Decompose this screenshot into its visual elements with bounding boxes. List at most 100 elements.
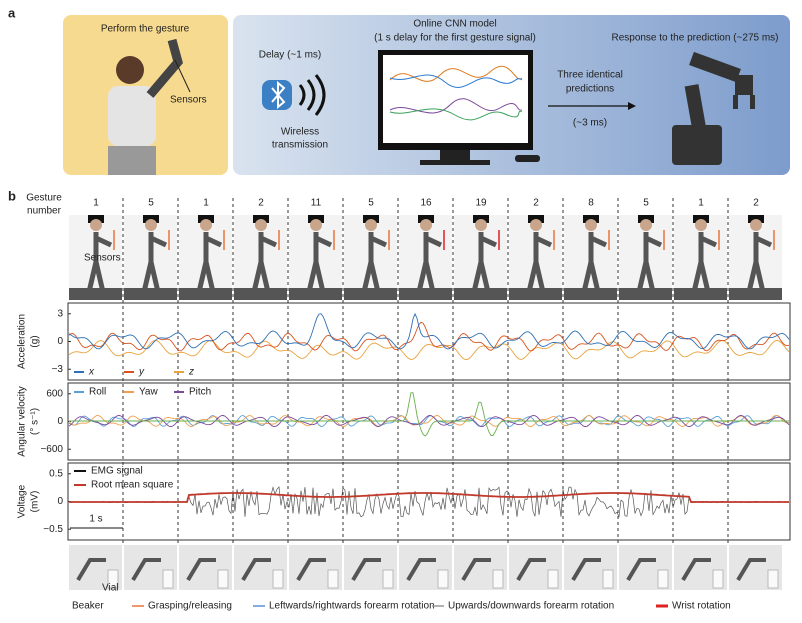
- y-axis-label: Angular velocity: [17, 386, 28, 457]
- head: [475, 219, 487, 231]
- floor: [234, 288, 287, 300]
- vial: [767, 569, 779, 589]
- arm: [626, 558, 656, 582]
- delay: Delay (~1 ms): [259, 50, 322, 61]
- body: [361, 232, 388, 293]
- y-tick-label: −3: [52, 364, 64, 375]
- wireless-caption: Wireless: [281, 127, 319, 138]
- gesture-title: Perform the gesture: [101, 24, 190, 35]
- legend-label: Yaw: [139, 387, 158, 398]
- signal-waves: [298, 74, 326, 116]
- body: [636, 232, 663, 293]
- legend-label: x: [88, 367, 95, 378]
- head: [530, 219, 542, 231]
- floor: [454, 288, 507, 300]
- transfer-label: predictions: [566, 84, 614, 95]
- arm: [736, 558, 766, 582]
- arm: [461, 558, 491, 582]
- legend-label: Upwards/downwards forearm rotation: [448, 601, 614, 612]
- body: [251, 232, 278, 293]
- legend-label: Root mean square: [91, 480, 174, 491]
- y-tick-label: 3: [57, 308, 63, 319]
- row-label: number: [27, 206, 62, 217]
- head: [695, 219, 707, 231]
- vial: [107, 569, 119, 589]
- gesture-number: 1: [93, 198, 99, 209]
- y-tick-label: −0.5: [43, 524, 63, 535]
- gesture-number: 16: [420, 198, 432, 209]
- gesture-number: 11: [311, 198, 322, 209]
- robot: [672, 51, 755, 165]
- arm: [296, 558, 326, 582]
- head: [310, 219, 322, 231]
- vial: [547, 569, 559, 589]
- accel-z: [68, 339, 790, 360]
- transfer-time: (~3 ms): [573, 118, 607, 129]
- arrowhead: [628, 102, 636, 110]
- y-tick-label: 0.5: [49, 468, 63, 479]
- y-axis-label: (° s⁻¹): [30, 408, 41, 435]
- floor: [509, 288, 562, 300]
- plot-frame: [67, 302, 791, 381]
- legend-label: EMG signal: [91, 466, 143, 477]
- transfer-label: Three identical: [557, 70, 623, 81]
- panel-label: b: [8, 188, 16, 203]
- bluetooth-glyph: [271, 80, 286, 110]
- floor: [729, 288, 782, 300]
- head: [640, 219, 652, 231]
- gesture-number: 2: [533, 198, 539, 209]
- body: [471, 232, 498, 293]
- legend-label: y: [138, 367, 145, 378]
- vial: [437, 569, 449, 589]
- vial: [162, 569, 174, 589]
- head: [585, 219, 597, 231]
- gesture-number: 8: [588, 198, 594, 209]
- rms: [69, 492, 789, 503]
- ang-roll: [68, 414, 789, 427]
- head: [255, 219, 267, 231]
- floor: [399, 288, 452, 300]
- accel-y: [68, 321, 790, 352]
- legend-label: Roll: [89, 387, 106, 398]
- gesture-number: 1: [203, 198, 209, 209]
- y-axis-label: (g): [30, 335, 41, 347]
- vial: [327, 569, 339, 589]
- gesture-number: 5: [368, 198, 374, 209]
- body: [691, 232, 718, 293]
- floor: [344, 288, 397, 300]
- legend-label: Grasping/releasing: [148, 601, 232, 612]
- floor: [619, 288, 672, 300]
- y-tick-label: 0: [57, 416, 63, 427]
- y-tick-label: 0: [57, 496, 63, 507]
- legend-label: Pitch: [189, 387, 211, 398]
- floor: [564, 288, 617, 300]
- gesture-number: 1: [698, 198, 704, 209]
- model-subtitle: (1 s delay for the first gesture signal): [374, 33, 536, 44]
- arm: [681, 558, 711, 582]
- gesture-number: 5: [643, 198, 649, 209]
- legend-label: z: [188, 367, 194, 378]
- gesture-number: 5: [148, 198, 154, 209]
- row-label: Gesture: [26, 193, 62, 204]
- body: [196, 232, 223, 293]
- y-axis-label: Voltage: [17, 484, 28, 518]
- sensors-label: Sensors: [170, 95, 207, 106]
- vial: [712, 569, 724, 589]
- arm: [131, 558, 161, 582]
- head: [365, 219, 377, 231]
- arm: [406, 558, 436, 582]
- vial: [382, 569, 394, 589]
- scale-bar-label: 1 s: [89, 514, 102, 525]
- floor: [289, 288, 342, 300]
- vial: [602, 569, 614, 589]
- response: Response to the prediction (~275 ms): [611, 33, 778, 44]
- head: [420, 219, 432, 231]
- model-title: Online CNN model: [413, 19, 496, 30]
- screen: [383, 55, 528, 143]
- vial: [217, 569, 229, 589]
- gesture-number: 2: [753, 198, 759, 209]
- person: [108, 38, 183, 175]
- body: [86, 232, 113, 293]
- gesture-number: 2: [258, 198, 264, 209]
